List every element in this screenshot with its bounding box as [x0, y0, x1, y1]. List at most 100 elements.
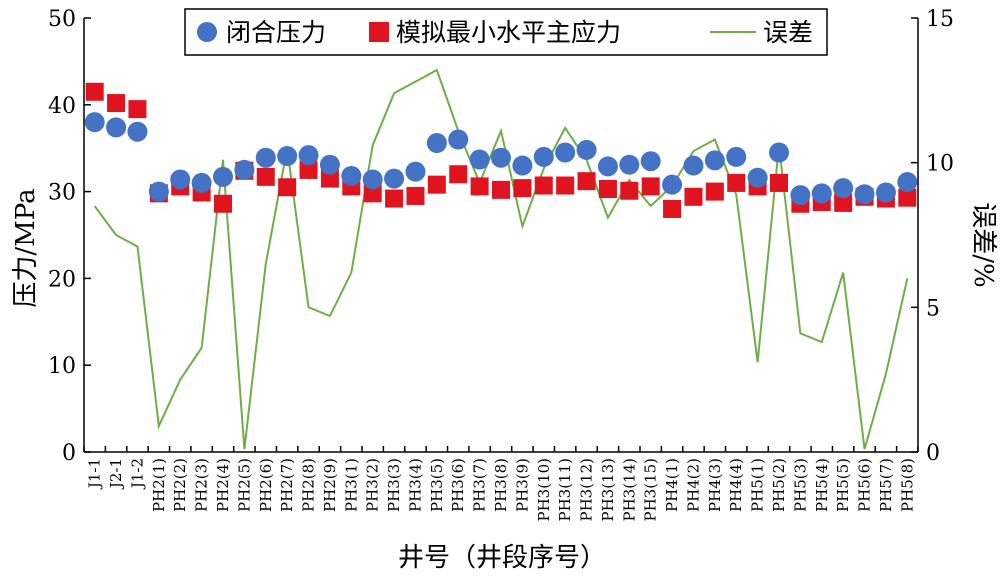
x-tick-label: PH2(6): [257, 458, 275, 512]
closure-pressure-point: [491, 147, 511, 168]
closure-pressure-point: [255, 147, 276, 168]
stress-point: [513, 179, 532, 198]
closure-pressure-point: [319, 154, 340, 175]
closure-pressure-point: [576, 139, 597, 160]
stress-point: [470, 177, 489, 196]
left-y-tick-label: 20: [48, 267, 76, 292]
stress-point: [770, 173, 788, 192]
x-tick-label: PH2(1): [150, 458, 168, 512]
closure-pressure-point: [191, 172, 212, 193]
closure-pressure-point: [277, 146, 298, 167]
x-tick-label: PH5(4): [813, 458, 831, 512]
stress-point: [620, 181, 639, 200]
left-y-tick-label: 10: [48, 354, 76, 379]
stress-point: [107, 94, 126, 113]
left-y-tick-label: 30: [48, 181, 76, 206]
closure-pressure-point: [790, 185, 811, 206]
closure-pressure-point: [405, 161, 426, 182]
closure-pressure-point: [341, 165, 362, 186]
closure-pressure-point: [213, 166, 233, 187]
stress-point: [834, 193, 853, 212]
x-tick-label: PH3(9): [513, 458, 531, 512]
closure-pressure-point: [533, 146, 554, 167]
stress-point: [320, 169, 339, 188]
stress-point: [492, 180, 510, 199]
stress-point: [278, 178, 297, 197]
axes: [83, 18, 919, 453]
stress-point: [705, 182, 724, 201]
closure-pressure-point: [833, 178, 854, 199]
x-tick-label: J1-2: [128, 458, 146, 490]
stress-point: [641, 177, 660, 196]
right-y-tick-label: 15: [926, 7, 954, 32]
x-tick-label: PH3(15): [642, 458, 660, 522]
closure-pressure-point: [597, 156, 618, 177]
closure-pressure-point: [384, 168, 405, 189]
closure-pressure-point: [683, 155, 704, 176]
closure-pressure-point: [811, 183, 832, 204]
legend-circle-marker: [197, 22, 217, 42]
x-tick-label: PH2(7): [278, 458, 296, 512]
legend-label-min-horizontal-stress: 模拟最小水平主应力: [396, 18, 621, 47]
closure-pressure-point: [148, 181, 169, 202]
x-tick-label: PH5(5): [834, 458, 852, 512]
x-tick-label: PH3(6): [449, 458, 467, 512]
right-y-axis-title: 误差/%: [968, 202, 998, 287]
x-tick-label: J2-1: [107, 458, 125, 490]
closure-pressure-point: [84, 112, 105, 133]
x-tick-label: PH3(10): [535, 458, 553, 522]
closure-pressure-point: [555, 142, 576, 163]
closure-pressure-point: [234, 159, 255, 180]
x-tick-label: J1-1: [86, 458, 104, 490]
x-tick-label: PH5(2): [770, 458, 788, 512]
stress-point: [598, 179, 617, 198]
stress-point: [363, 184, 382, 203]
closure-pressure-point: [426, 132, 447, 153]
stress-point: [214, 194, 232, 213]
error-series-line: [93, 68, 909, 450]
x-axis-title: 井号（井段序号）: [398, 543, 606, 573]
closure-pressure-point: [298, 145, 319, 166]
closure-pressure-point: [127, 121, 148, 142]
stress-point: [406, 186, 425, 205]
closure-pressure-point: [106, 117, 127, 138]
x-tick-label: PH2(9): [321, 458, 339, 512]
stress-point: [256, 167, 275, 186]
left-y-tick-label: 50: [48, 7, 76, 32]
closure-pressure-point: [747, 167, 768, 188]
closure-pressure-point: [640, 151, 661, 172]
closure-pressure-point: [854, 184, 875, 205]
x-tick-label: PH4(3): [706, 458, 724, 512]
closure-pressure-point: [469, 149, 490, 170]
x-tick-label: PH3(12): [578, 458, 596, 522]
stress-point: [534, 176, 553, 195]
closure-pressure-point: [875, 182, 896, 203]
stress-point: [85, 82, 104, 101]
stress-point: [128, 100, 147, 119]
right-y-tick-label: 10: [926, 152, 954, 177]
stress-point: [427, 175, 446, 194]
stress-point: [684, 187, 703, 206]
stress-point: [299, 160, 318, 179]
x-tick-label: PH2(5): [235, 458, 253, 512]
closure-pressure-point: [726, 146, 747, 167]
right-y-tick-label: 5: [926, 296, 940, 321]
x-tick-label: PH4(2): [684, 458, 702, 512]
closure-pressure-point: [662, 174, 683, 195]
closure-pressure-point: [619, 154, 640, 175]
x-tick-label: PH5(3): [791, 458, 809, 512]
x-tick-label: PH3(1): [342, 458, 360, 512]
left-y-axis-ticks: 0 10 20 30 40 50: [48, 7, 91, 466]
legend: 闭合压力 模拟最小水平主应力 误差: [184, 8, 828, 56]
stress-point: [556, 176, 575, 195]
right-y-tick-label: 0: [926, 441, 940, 466]
stress-point: [385, 189, 404, 208]
x-tick-label: PH3(3): [385, 458, 403, 512]
legend-label-error: 误差: [763, 18, 813, 47]
x-tick-label: PH3(11): [556, 458, 574, 522]
closure-pressure-point: [512, 155, 533, 176]
x-axis-ticks: J1-1 J2-1 J1-2 PH2(1) PH2(2) PH2(3) PH2(4) PH2(…: [83, 446, 919, 522]
left-y-tick-label: 40: [48, 94, 76, 119]
left-y-tick-label: 0: [62, 441, 76, 466]
